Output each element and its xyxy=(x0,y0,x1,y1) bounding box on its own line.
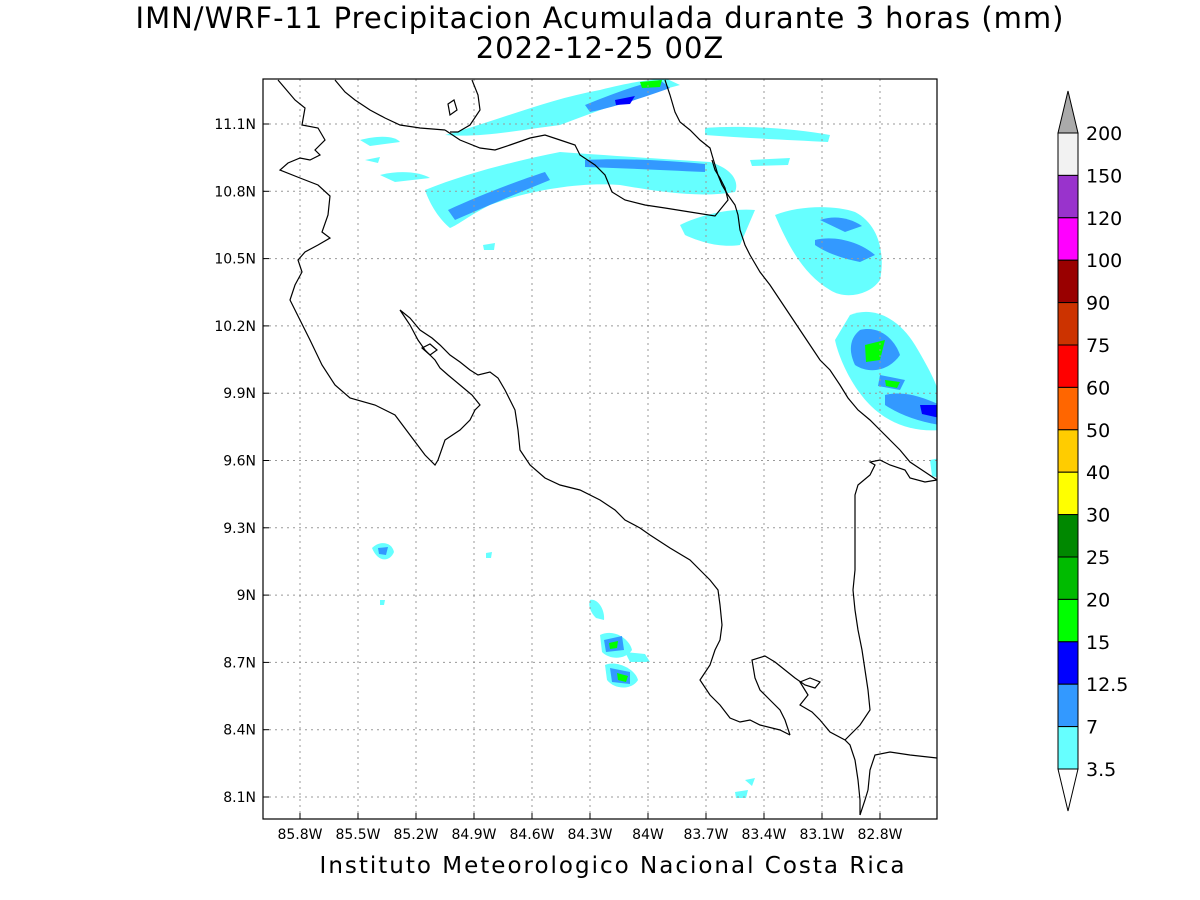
lon-label: 83.4W xyxy=(741,827,786,843)
colorbar-swatch xyxy=(1057,259,1079,304)
colorbar-swatch xyxy=(1057,302,1079,346)
longitude-labels: 85.8W 85.5W 85.2W 84.9W 84.6W 84.3W 84W 83.7W 83… xyxy=(277,813,903,843)
lon-label: 83.1W xyxy=(799,827,844,843)
gulf-nicoya-island xyxy=(420,343,438,356)
colorbar-swatch xyxy=(1057,683,1079,728)
precip-cells-pacific xyxy=(372,543,755,798)
colorbar-swatch xyxy=(1057,514,1079,558)
lat-label: 9.9N xyxy=(223,386,256,402)
colorbar-swatch xyxy=(1057,344,1079,388)
colorbar-swatch xyxy=(1057,386,1079,431)
colorbar-swatch xyxy=(1057,217,1079,261)
lon-label: 84W xyxy=(632,827,664,843)
lat-label: 10.2N xyxy=(214,319,256,335)
colorbar-label: 40 xyxy=(1086,462,1110,484)
burica-tip xyxy=(859,789,869,816)
coastlines xyxy=(277,79,937,816)
map-grid xyxy=(263,79,937,819)
lat-label: 9N xyxy=(237,588,256,604)
colorbar-swatch xyxy=(1057,556,1079,600)
precipitation-field xyxy=(360,79,937,798)
lat-label: 8.4N xyxy=(223,723,256,739)
lake-nicaragua-shore xyxy=(334,79,446,131)
colorbar-swatch xyxy=(1057,641,1079,685)
lon-label: 85.8W xyxy=(277,827,322,843)
colorbar-label: 7 xyxy=(1086,717,1098,739)
lat-label: 9.6N xyxy=(223,454,256,470)
colorbar-label: 25 xyxy=(1086,547,1110,569)
precip-band-north-central xyxy=(360,136,737,228)
lon-label: 84.6W xyxy=(509,827,554,843)
map-frame xyxy=(262,78,938,820)
lon-label: 85.5W xyxy=(335,827,380,843)
colorbar-label: 50 xyxy=(1086,420,1110,442)
lake-island xyxy=(447,99,458,117)
lon-label: 82.8W xyxy=(857,827,902,843)
credit-text: Instituto Meteorologico Nacional Costa R… xyxy=(319,853,907,879)
colorbar-swatch xyxy=(1057,174,1079,219)
colorbar-swatch xyxy=(1057,726,1079,770)
precip-band-caribbean xyxy=(775,207,937,478)
colorbar-label: 75 xyxy=(1086,335,1110,357)
lat-label: 10.5N xyxy=(214,252,256,268)
colorbar-label: 3.5 xyxy=(1086,759,1116,781)
nicaragua-costa-rica-border xyxy=(444,129,729,217)
colorbar-label: 90 xyxy=(1086,293,1110,315)
colorbar-label: 60 xyxy=(1086,377,1110,399)
colorbar-label: 12.5 xyxy=(1086,674,1128,696)
colorbar-label: 100 xyxy=(1086,250,1122,272)
lat-label: 9.3N xyxy=(223,521,256,537)
colorbar-label: 15 xyxy=(1086,632,1110,654)
osa-peninsula-outline xyxy=(751,655,861,815)
colorbar-swatch xyxy=(1057,132,1079,176)
precip-band-north-nicaragua xyxy=(445,79,680,136)
precip-band-north-east xyxy=(483,126,830,250)
lon-label: 84.3W xyxy=(567,827,612,843)
lake-nicaragua-east-shore xyxy=(450,79,481,133)
colorbar-label: 30 xyxy=(1086,505,1110,527)
colorbar-swatch xyxy=(1057,471,1079,516)
colorbar-label: 120 xyxy=(1086,208,1122,230)
lon-label: 85.2W xyxy=(393,827,438,843)
colorbar: 200 150 120 100 90 75 60 50 40 30 25 20 15 12.5 7 3.5 xyxy=(1057,90,1128,812)
latitude-labels: 11.1N 10.8N 10.5N 10.2N 9.9N 9.6N 9.3N 9N 8.7N 8.… xyxy=(214,117,269,806)
lon-label: 84.9W xyxy=(451,827,496,843)
map-title: IMN/WRF-11 Precipitacion Acumulada duran… xyxy=(135,1,1065,35)
lat-label: 8.7N xyxy=(223,655,256,671)
colorbar-label: 200 xyxy=(1086,123,1122,145)
lat-label: 10.8N xyxy=(214,184,256,200)
panama-border xyxy=(867,751,937,791)
caribbean-coast xyxy=(664,79,937,481)
colorbar-swatch xyxy=(1057,598,1079,643)
map-subtitle: 2022-12-25 00Z xyxy=(475,31,725,65)
colorbar-swatch xyxy=(1057,429,1079,473)
lon-label: 83.7W xyxy=(683,827,728,843)
lat-label: 8.1N xyxy=(223,790,256,806)
costa-rica-panama-border xyxy=(844,459,937,741)
colorbar-under-arrow xyxy=(1057,768,1079,812)
colorbar-label: 20 xyxy=(1086,589,1110,611)
lat-label: 11.1N xyxy=(214,117,256,133)
colorbar-over-arrow xyxy=(1057,90,1079,134)
colorbar-label: 150 xyxy=(1086,165,1122,187)
